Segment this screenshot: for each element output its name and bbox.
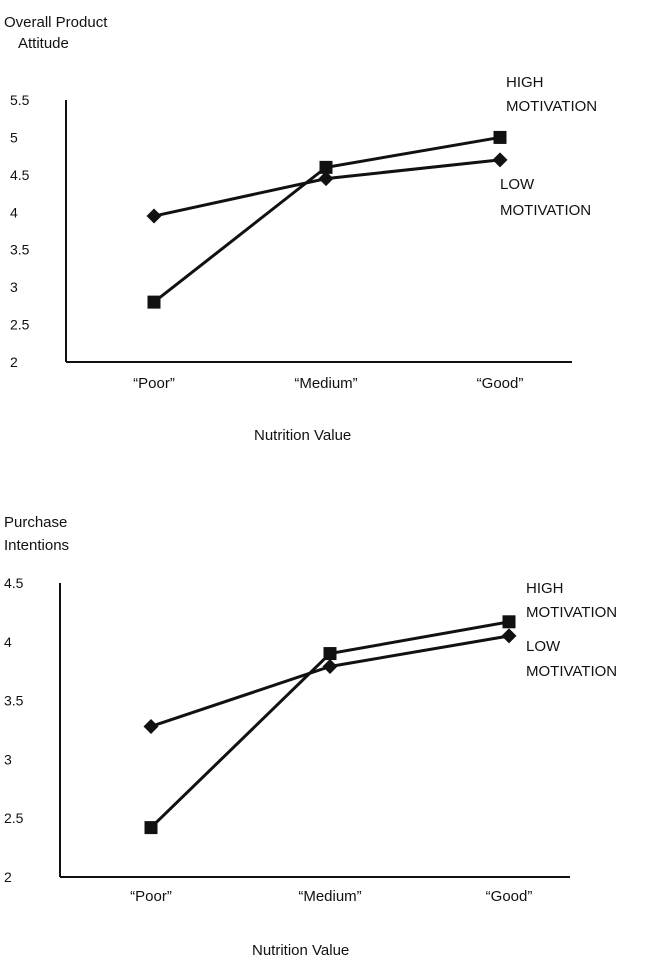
y-tick-label: 4.5 [10, 167, 30, 183]
x-category-label: “Poor” [130, 888, 172, 905]
low-motivation-point [322, 658, 338, 674]
high-motivation-point [319, 160, 333, 174]
legend-high-line-1: HIGH [526, 580, 564, 597]
legend-high-line-2: MOTIVATION [526, 604, 617, 621]
legend-high-line-2: MOTIVATION [506, 98, 597, 115]
y-tick-label: 2.5 [4, 810, 24, 826]
x-axis-categories: “Poor” “Medium” “Good” [133, 375, 523, 392]
x-category-label: “Poor” [133, 375, 175, 392]
y-tick-label: 2 [10, 354, 18, 370]
x-axis-title: Nutrition Value [252, 942, 349, 959]
x-axis-title: Nutrition Value [254, 427, 351, 444]
high-motivation-point [323, 647, 337, 661]
legend-low-line-1: LOW [500, 176, 535, 193]
y-axis-ticks: 5.5 5 4.5 4 3.5 3 2.5 2 [10, 92, 30, 370]
y-tick-label: 2.5 [10, 317, 30, 333]
x-category-label: “Good” [486, 888, 533, 905]
high-motivation-point [502, 615, 516, 629]
high-motivation-point [144, 821, 158, 835]
x-category-label: “Good” [477, 375, 524, 392]
y-axis-title-line-2: Intentions [4, 537, 69, 554]
x-axis-categories: “Poor” “Medium” “Good” [130, 888, 532, 905]
y-tick-label: 3 [4, 751, 12, 767]
y-axis-title-line-1: Purchase [4, 514, 67, 531]
chart-purchase-intentions: Purchase Intentions 4.543.532.52 “Poor” “… [4, 514, 617, 959]
y-tick-label: 3 [10, 279, 18, 295]
y-axis-title-line-2: Attitude [18, 35, 69, 52]
legend-high-line-1: HIGH [506, 74, 544, 91]
x-category-label: “Medium” [298, 888, 361, 905]
legend-low-line-2: MOTIVATION [500, 202, 591, 219]
low-motivation-point [143, 718, 159, 734]
y-tick-label: 3.5 [10, 242, 30, 258]
legend-low-line-2: MOTIVATION [526, 663, 617, 680]
y-tick-label: 4 [10, 204, 18, 220]
high-motivation-point [147, 295, 161, 309]
y-tick-label: 5.5 [10, 92, 30, 108]
y-tick-label: 4 [4, 634, 12, 650]
y-tick-label: 4.5 [4, 575, 24, 591]
low-motivation-point [146, 208, 162, 224]
y-axis-ticks: 4.5 4 3.5 3 2.5 2 [4, 575, 24, 885]
series-group [143, 615, 517, 835]
x-category-label: “Medium” [294, 375, 357, 392]
y-axis-title-line-1: Overall Product [4, 14, 108, 31]
y-tick-label: 2 [4, 869, 12, 885]
y-tick-label: 3.5 [4, 693, 24, 709]
series-group [146, 130, 508, 309]
y-tick-label: 5 [10, 129, 18, 145]
chart-overall-product-attitude: Overall Product Attitude 5.5 5 4.5 4 3.5 3 2.5… [4, 14, 597, 444]
legend-low-line-1: LOW [526, 638, 561, 655]
low-motivation-point [492, 152, 508, 168]
low-motivation-point [318, 171, 334, 187]
low-motivation-point [501, 628, 517, 644]
high-motivation-point [493, 130, 507, 144]
